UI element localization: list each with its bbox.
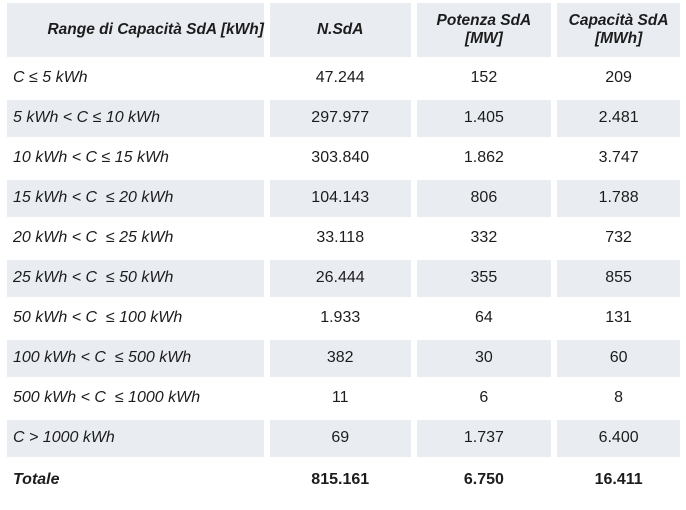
row-label: 15 kWh < C ≤ 20 kWh [7, 180, 264, 217]
row-label: 100 kWh < C ≤ 500 kWh [7, 340, 264, 377]
cell-capacita: 732 [557, 220, 680, 257]
row-label: 10 kWh < C ≤ 15 kWh [7, 140, 264, 177]
cell-nsda: 1.933 [269, 300, 411, 337]
cell-capacita: 2.481 [557, 100, 680, 137]
row-label: C > 1000 kWh [7, 420, 264, 457]
column-header-capacita: Capacità SdA [MWh] [557, 3, 680, 57]
cell-nsda: 11 [269, 380, 411, 417]
table-row: 15 kWh < C ≤ 20 kWh 104.143 806 1.788 [7, 180, 680, 217]
row-label: 5 kWh < C ≤ 10 kWh [7, 100, 264, 137]
cell-nsda: 297.977 [269, 100, 411, 137]
row-label: 500 kWh < C ≤ 1000 kWh [7, 380, 264, 417]
cell-potenza: 806 [416, 180, 552, 217]
table-header: Range di Capacità SdA [kWh] N.SdA Potenz… [7, 3, 680, 57]
cell-nsda: 104.143 [269, 180, 411, 217]
table-row: 20 kWh < C ≤ 25 kWh 33.118 332 732 [7, 220, 680, 257]
cell-potenza: 1.862 [416, 140, 552, 177]
row-label: 25 kWh < C ≤ 50 kWh [7, 260, 264, 297]
total-potenza: 6.750 [416, 460, 552, 500]
cell-potenza: 332 [416, 220, 552, 257]
cell-potenza: 152 [416, 60, 552, 97]
cell-capacita: 6.400 [557, 420, 680, 457]
column-header-nsda: N.SdA [269, 3, 411, 57]
table-body: C ≤ 5 kWh 47.244 152 209 5 kWh < C ≤ 10 … [7, 60, 680, 500]
cell-nsda: 33.118 [269, 220, 411, 257]
cell-capacita: 3.747 [557, 140, 680, 177]
cell-capacita: 131 [557, 300, 680, 337]
column-header-label: Range di Capacità SdA [kWh] [47, 21, 264, 39]
cell-potenza: 1.737 [416, 420, 552, 457]
table-row: 50 kWh < C ≤ 100 kWh 1.933 64 131 [7, 300, 680, 337]
cell-potenza: 30 [416, 340, 552, 377]
total-row: Totale 815.161 6.750 16.411 [7, 460, 680, 500]
cell-capacita: 1.788 [557, 180, 680, 217]
cell-nsda: 26.444 [269, 260, 411, 297]
total-nsda: 815.161 [269, 460, 411, 500]
cell-capacita: 209 [557, 60, 680, 97]
column-header-range: Range di Capacità SdA [kWh] [7, 3, 264, 57]
column-header-label: Capacità SdA [568, 12, 669, 30]
table-row: C > 1000 kWh 69 1.737 6.400 [7, 420, 680, 457]
header-row: Range di Capacità SdA [kWh] N.SdA Potenz… [7, 3, 680, 57]
table-row: 10 kWh < C ≤ 15 kWh 303.840 1.862 3.747 [7, 140, 680, 177]
cell-capacita: 8 [557, 380, 680, 417]
table-row: C ≤ 5 kWh 47.244 152 209 [7, 60, 680, 97]
total-label: Totale [7, 460, 264, 500]
cell-potenza: 1.405 [416, 100, 552, 137]
table-row: 25 kWh < C ≤ 50 kWh 26.444 355 855 [7, 260, 680, 297]
cell-potenza: 355 [416, 260, 552, 297]
table-row: 100 kWh < C ≤ 500 kWh 382 30 60 [7, 340, 680, 377]
row-label: 50 kWh < C ≤ 100 kWh [7, 300, 264, 337]
table-row: 500 kWh < C ≤ 1000 kWh 11 6 8 [7, 380, 680, 417]
cell-capacita: 60 [557, 340, 680, 377]
column-header-potenza: Potenza SdA [MW] [416, 3, 552, 57]
total-capacita: 16.411 [557, 460, 680, 500]
table-row: 5 kWh < C ≤ 10 kWh 297.977 1.405 2.481 [7, 100, 680, 137]
cell-potenza: 64 [416, 300, 552, 337]
column-header-unit: [MW] [464, 30, 503, 47]
column-header-unit: [MWh] [594, 30, 643, 47]
cell-nsda: 382 [269, 340, 411, 377]
cell-nsda: 47.244 [269, 60, 411, 97]
cell-nsda: 69 [269, 420, 411, 457]
cell-capacita: 855 [557, 260, 680, 297]
cell-nsda: 303.840 [269, 140, 411, 177]
column-header-label: N.SdA [316, 21, 364, 39]
row-label: C ≤ 5 kWh [7, 60, 264, 97]
cell-potenza: 6 [416, 380, 552, 417]
row-label: 20 kWh < C ≤ 25 kWh [7, 220, 264, 257]
column-header-label: Potenza SdA [436, 12, 532, 30]
